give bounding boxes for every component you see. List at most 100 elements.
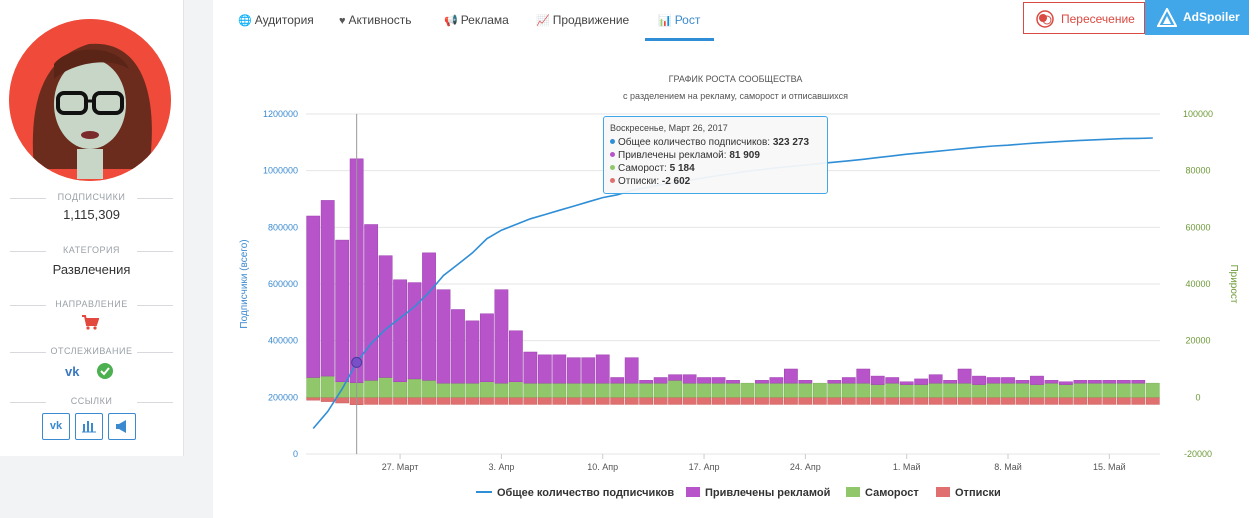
bar-ads bbox=[870, 375, 885, 385]
bar-organic bbox=[451, 382, 465, 398]
bar-organic bbox=[1059, 384, 1073, 398]
bar-organic bbox=[870, 384, 885, 398]
bar-organic bbox=[639, 382, 654, 398]
y-tick-left: 1200000 bbox=[263, 109, 298, 119]
link-stats-button[interactable] bbox=[75, 413, 103, 440]
bar-ads bbox=[378, 255, 393, 378]
bar-unsubscribes bbox=[668, 397, 682, 405]
bar-ads bbox=[422, 252, 436, 381]
bar-unsubscribes bbox=[639, 397, 654, 405]
tab-audience[interactable]: 🌐 Аудитория bbox=[238, 13, 314, 27]
bar-unsubscribes bbox=[335, 397, 350, 404]
intersection-icon bbox=[1036, 10, 1054, 28]
bar-ads bbox=[986, 377, 1001, 384]
bar-ads bbox=[537, 354, 552, 384]
legend-label: Отписки bbox=[955, 487, 1001, 499]
link-vk-button[interactable]: vk bbox=[42, 413, 70, 440]
bar-ads bbox=[827, 380, 842, 384]
adspoiler-logo-icon bbox=[1157, 8, 1177, 27]
bar-organic bbox=[653, 382, 668, 398]
bar-unsubscribes bbox=[451, 397, 465, 405]
tooltip-row-ads: Привлечены рекламой: 81 909 bbox=[610, 149, 821, 162]
tab-growth[interactable]: 📊 Рост bbox=[658, 13, 700, 27]
bar-organic bbox=[957, 382, 972, 398]
y-tick-right: 60000 bbox=[1185, 222, 1210, 232]
cross-button[interactable]: Пересечение bbox=[1023, 2, 1145, 34]
megaphone-icon: 📢 bbox=[444, 15, 458, 27]
bar-organic bbox=[769, 382, 784, 398]
bar-unsubscribes bbox=[697, 397, 711, 405]
bar-unsubscribes bbox=[465, 397, 480, 405]
bar-ads bbox=[581, 357, 596, 384]
bar-organic bbox=[812, 382, 827, 398]
x-tick-label: 8. Май bbox=[994, 462, 1022, 472]
bar-unsubscribes bbox=[581, 397, 596, 405]
legend-swatch bbox=[686, 487, 700, 497]
bar-organic bbox=[393, 381, 407, 398]
tooltip-label: Отписки: bbox=[618, 176, 660, 187]
bar-ads bbox=[697, 377, 711, 384]
legend-item-ads[interactable]: Привлечены рекламой bbox=[686, 487, 830, 499]
bar-unsubscribes bbox=[1145, 397, 1160, 405]
y-tick-left: 800000 bbox=[268, 222, 298, 232]
legend-swatch bbox=[846, 487, 860, 497]
bar-organic bbox=[436, 382, 451, 398]
bar-organic bbox=[407, 378, 422, 398]
bar-organic bbox=[364, 380, 379, 398]
line-chart-icon: 📈 bbox=[536, 15, 550, 27]
vk-icon[interactable]: vk bbox=[65, 364, 80, 379]
bar-organic bbox=[1145, 382, 1160, 398]
tab-label: Реклама bbox=[460, 13, 509, 27]
bar-ads bbox=[566, 357, 581, 384]
bar-organic bbox=[928, 382, 943, 398]
bar-unsubscribes bbox=[494, 397, 509, 405]
bar-ads bbox=[364, 224, 379, 381]
x-tick-label: 17. Апр bbox=[689, 462, 720, 472]
avatar[interactable] bbox=[9, 19, 171, 181]
bar-unsubscribes bbox=[610, 397, 625, 405]
y-tick-left: 400000 bbox=[268, 336, 298, 346]
tab-promotion[interactable]: 📈 Продвижение bbox=[536, 13, 629, 27]
bar-ads bbox=[682, 374, 697, 384]
bar-ads bbox=[1044, 380, 1059, 384]
avatar-illustration bbox=[9, 19, 171, 181]
bar-ads bbox=[639, 380, 654, 384]
bar-unsubscribes bbox=[407, 397, 422, 405]
tooltip-row-total: Общее количество подписчиков: 323 273 bbox=[610, 136, 821, 149]
bar-organic bbox=[320, 375, 335, 398]
bar-unsubscribes bbox=[595, 397, 610, 405]
y-tick-left: 600000 bbox=[268, 279, 298, 289]
bar-ads bbox=[1015, 380, 1030, 384]
link-ads-button[interactable] bbox=[108, 413, 136, 440]
bar-unsubscribes bbox=[306, 397, 321, 401]
bar-ads bbox=[972, 375, 986, 385]
adspoiler-button[interactable]: AdSpoiler bbox=[1145, 0, 1249, 35]
bar-organic bbox=[986, 382, 1001, 398]
shopping-cart-icon[interactable] bbox=[81, 315, 99, 330]
bar-chart-icon bbox=[82, 421, 96, 433]
bar-organic bbox=[523, 382, 538, 398]
bar-ads bbox=[552, 354, 567, 384]
y-tick-right: 80000 bbox=[1185, 166, 1210, 176]
bar-unsubscribes bbox=[480, 397, 494, 405]
bar-unsubscribes bbox=[726, 397, 740, 405]
legend-item-total[interactable]: Общее количество подписчиков bbox=[476, 487, 674, 499]
legend-item-unsub[interactable]: Отписки bbox=[936, 487, 1001, 499]
tracking-label: ОТСЛЕЖИВАНИЕ bbox=[10, 346, 173, 356]
y-tick-right: 20000 bbox=[1185, 336, 1210, 346]
y-tick-right: 40000 bbox=[1185, 279, 1210, 289]
bar-ads bbox=[1001, 377, 1015, 384]
tab-activity[interactable]: ♥ Активность bbox=[339, 13, 412, 27]
bar-ads bbox=[494, 289, 509, 384]
bar-ads bbox=[1073, 380, 1088, 384]
legend-item-organic[interactable]: Саморост bbox=[846, 487, 919, 499]
bar-organic bbox=[1001, 382, 1015, 398]
check-circle-icon[interactable] bbox=[97, 363, 113, 379]
category-label: КАТЕГОРИЯ bbox=[10, 245, 173, 255]
bar-unsubscribes bbox=[422, 397, 436, 405]
tab-ads[interactable]: 📢 Реклама bbox=[444, 13, 509, 27]
bar-ads bbox=[769, 377, 784, 384]
bar-ads bbox=[335, 239, 350, 382]
bar-organic bbox=[668, 380, 682, 398]
bar-organic bbox=[1015, 382, 1030, 398]
